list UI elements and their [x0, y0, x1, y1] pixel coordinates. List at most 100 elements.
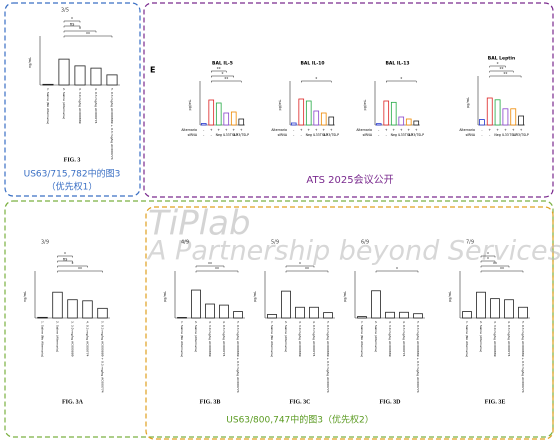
x-tick-label: 2. Saline (Alternaria): [284, 321, 288, 352]
x-tick-label: 5. 0.3 mg/kg AC000889 + 0.3 mg/kg AC0007…: [326, 321, 330, 393]
row-value: -: [301, 133, 302, 137]
x-tick-label: 1. Saline (No Alternaria): [41, 321, 45, 357]
x-tick-label: 5. 0.3 mg/kg AC000889 + 0.3 mg/kg AC0007…: [101, 321, 105, 393]
row-value: TSLP: [319, 133, 328, 137]
bar: [375, 123, 382, 126]
row-value: -: [203, 133, 204, 137]
significance-label: *: [299, 262, 301, 267]
y-axis-label: pg/mL: [343, 291, 347, 302]
row-value: -: [293, 128, 294, 132]
significance-bracket: [63, 30, 97, 33]
bar: [52, 291, 63, 319]
significance-bracket: [211, 80, 242, 83]
row-value: -: [386, 133, 387, 137]
priority2-inner-frame: [145, 206, 554, 440]
row-value: Neg: [391, 133, 397, 137]
row-value: +: [512, 128, 515, 132]
row-value: TSLP: [508, 133, 517, 137]
y-axis-label: pg/mL: [448, 291, 452, 302]
sheet-number: 3/5: [61, 8, 69, 14]
row-value: Neg: [306, 133, 312, 137]
bar: [518, 115, 524, 126]
bar: [223, 112, 230, 126]
significance-bracket: [375, 270, 419, 273]
bar: [328, 116, 335, 126]
x-tick-label: 3. 3.0 mg/kg AC000889: [208, 321, 212, 357]
x-tick-label: 5. 0.3 mg/kg AC000889 + 0.3 mg/kg AC0007…: [236, 321, 240, 393]
row-value: IL33/TSLP: [513, 133, 529, 137]
significance-bracket: [195, 270, 239, 273]
figure-caption: FIG. 3D: [380, 399, 402, 405]
bar: [67, 299, 78, 319]
chart-title: BAL IL-5: [212, 61, 233, 67]
significance-bracket: [57, 260, 73, 263]
bar: [390, 101, 397, 126]
sheet-number: 7/9: [466, 240, 474, 246]
bar: [413, 120, 420, 126]
x-tick-label: 3. 3.0 mg/kg AC000889: [71, 321, 75, 357]
source-note: US63/800,747中的图3（优先权2）: [226, 414, 373, 426]
chart-title: BAL IL-10: [300, 61, 324, 67]
x-tick-label: 2. Saline (Alternaria): [479, 321, 483, 352]
bar: [267, 314, 277, 319]
row-value: -: [378, 133, 379, 137]
row-value: TSLP: [229, 133, 238, 137]
x-tick-label: 3. 3.0 mg/kg AC000889: [78, 88, 82, 124]
row-value: -: [211, 133, 212, 137]
bar: [479, 119, 485, 126]
row-value: +: [240, 128, 243, 132]
figure-caption: FIG. 3C: [290, 399, 311, 405]
significance-label: **: [493, 262, 497, 267]
significance-label: *: [72, 262, 74, 267]
significance-bracket: [63, 35, 113, 38]
row-value: +: [496, 128, 499, 132]
bar: [200, 123, 207, 126]
significance-label: **: [215, 267, 219, 272]
sheet-number: 4/9: [181, 240, 189, 246]
watermark-tagline: A Partnership beyond Services: [146, 236, 560, 267]
significance-label: **: [217, 67, 221, 72]
ats-frame: [143, 2, 554, 198]
row-value: +: [504, 128, 507, 132]
priority1-frame: [4, 2, 141, 197]
row-value: IL33: [313, 133, 320, 137]
significance-label: **: [86, 32, 90, 37]
row-value: +: [210, 128, 213, 132]
x-tick-label: 1. Saline (No Alternaria): [360, 321, 364, 357]
row-value: +: [520, 128, 523, 132]
bar: [510, 108, 517, 126]
significance-bracket: [57, 255, 73, 258]
bar: [233, 311, 243, 319]
significance-label: *: [71, 17, 73, 22]
significance-bracket: [211, 70, 227, 73]
row-value: +: [330, 128, 333, 132]
significance-label: **: [224, 77, 228, 82]
significance-bracket: [195, 265, 225, 268]
panel-letter: E: [150, 66, 155, 75]
row-label: siRNA: [363, 133, 373, 137]
x-tick-label: 4. 0.3 mg/kg AC000774: [402, 321, 406, 357]
significance-bracket: [489, 70, 514, 73]
bar: [399, 311, 409, 319]
row-value: +: [400, 128, 403, 132]
row-value: +: [217, 128, 220, 132]
bar: [371, 290, 381, 319]
significance-bracket: [57, 270, 103, 273]
bar: [215, 102, 222, 126]
row-value: TSLP: [404, 133, 413, 137]
row-value: IL33: [398, 133, 405, 137]
row-value: Neg: [216, 133, 222, 137]
bar: [106, 74, 118, 86]
row-value: IL33: [502, 133, 509, 137]
bar: [290, 122, 297, 126]
row-value: +: [385, 128, 388, 132]
row-value: IL33/TSLP: [233, 133, 249, 137]
significance-label: **: [78, 267, 82, 272]
bar: [413, 313, 423, 319]
row-value: -: [203, 128, 204, 132]
x-tick-label: 4. 0.3 mg/kg AC000774: [222, 321, 226, 357]
row-value: IL33: [223, 133, 230, 137]
bar: [462, 311, 472, 319]
bar: [405, 118, 412, 126]
figure-caption: FIG. 3B: [200, 399, 221, 405]
